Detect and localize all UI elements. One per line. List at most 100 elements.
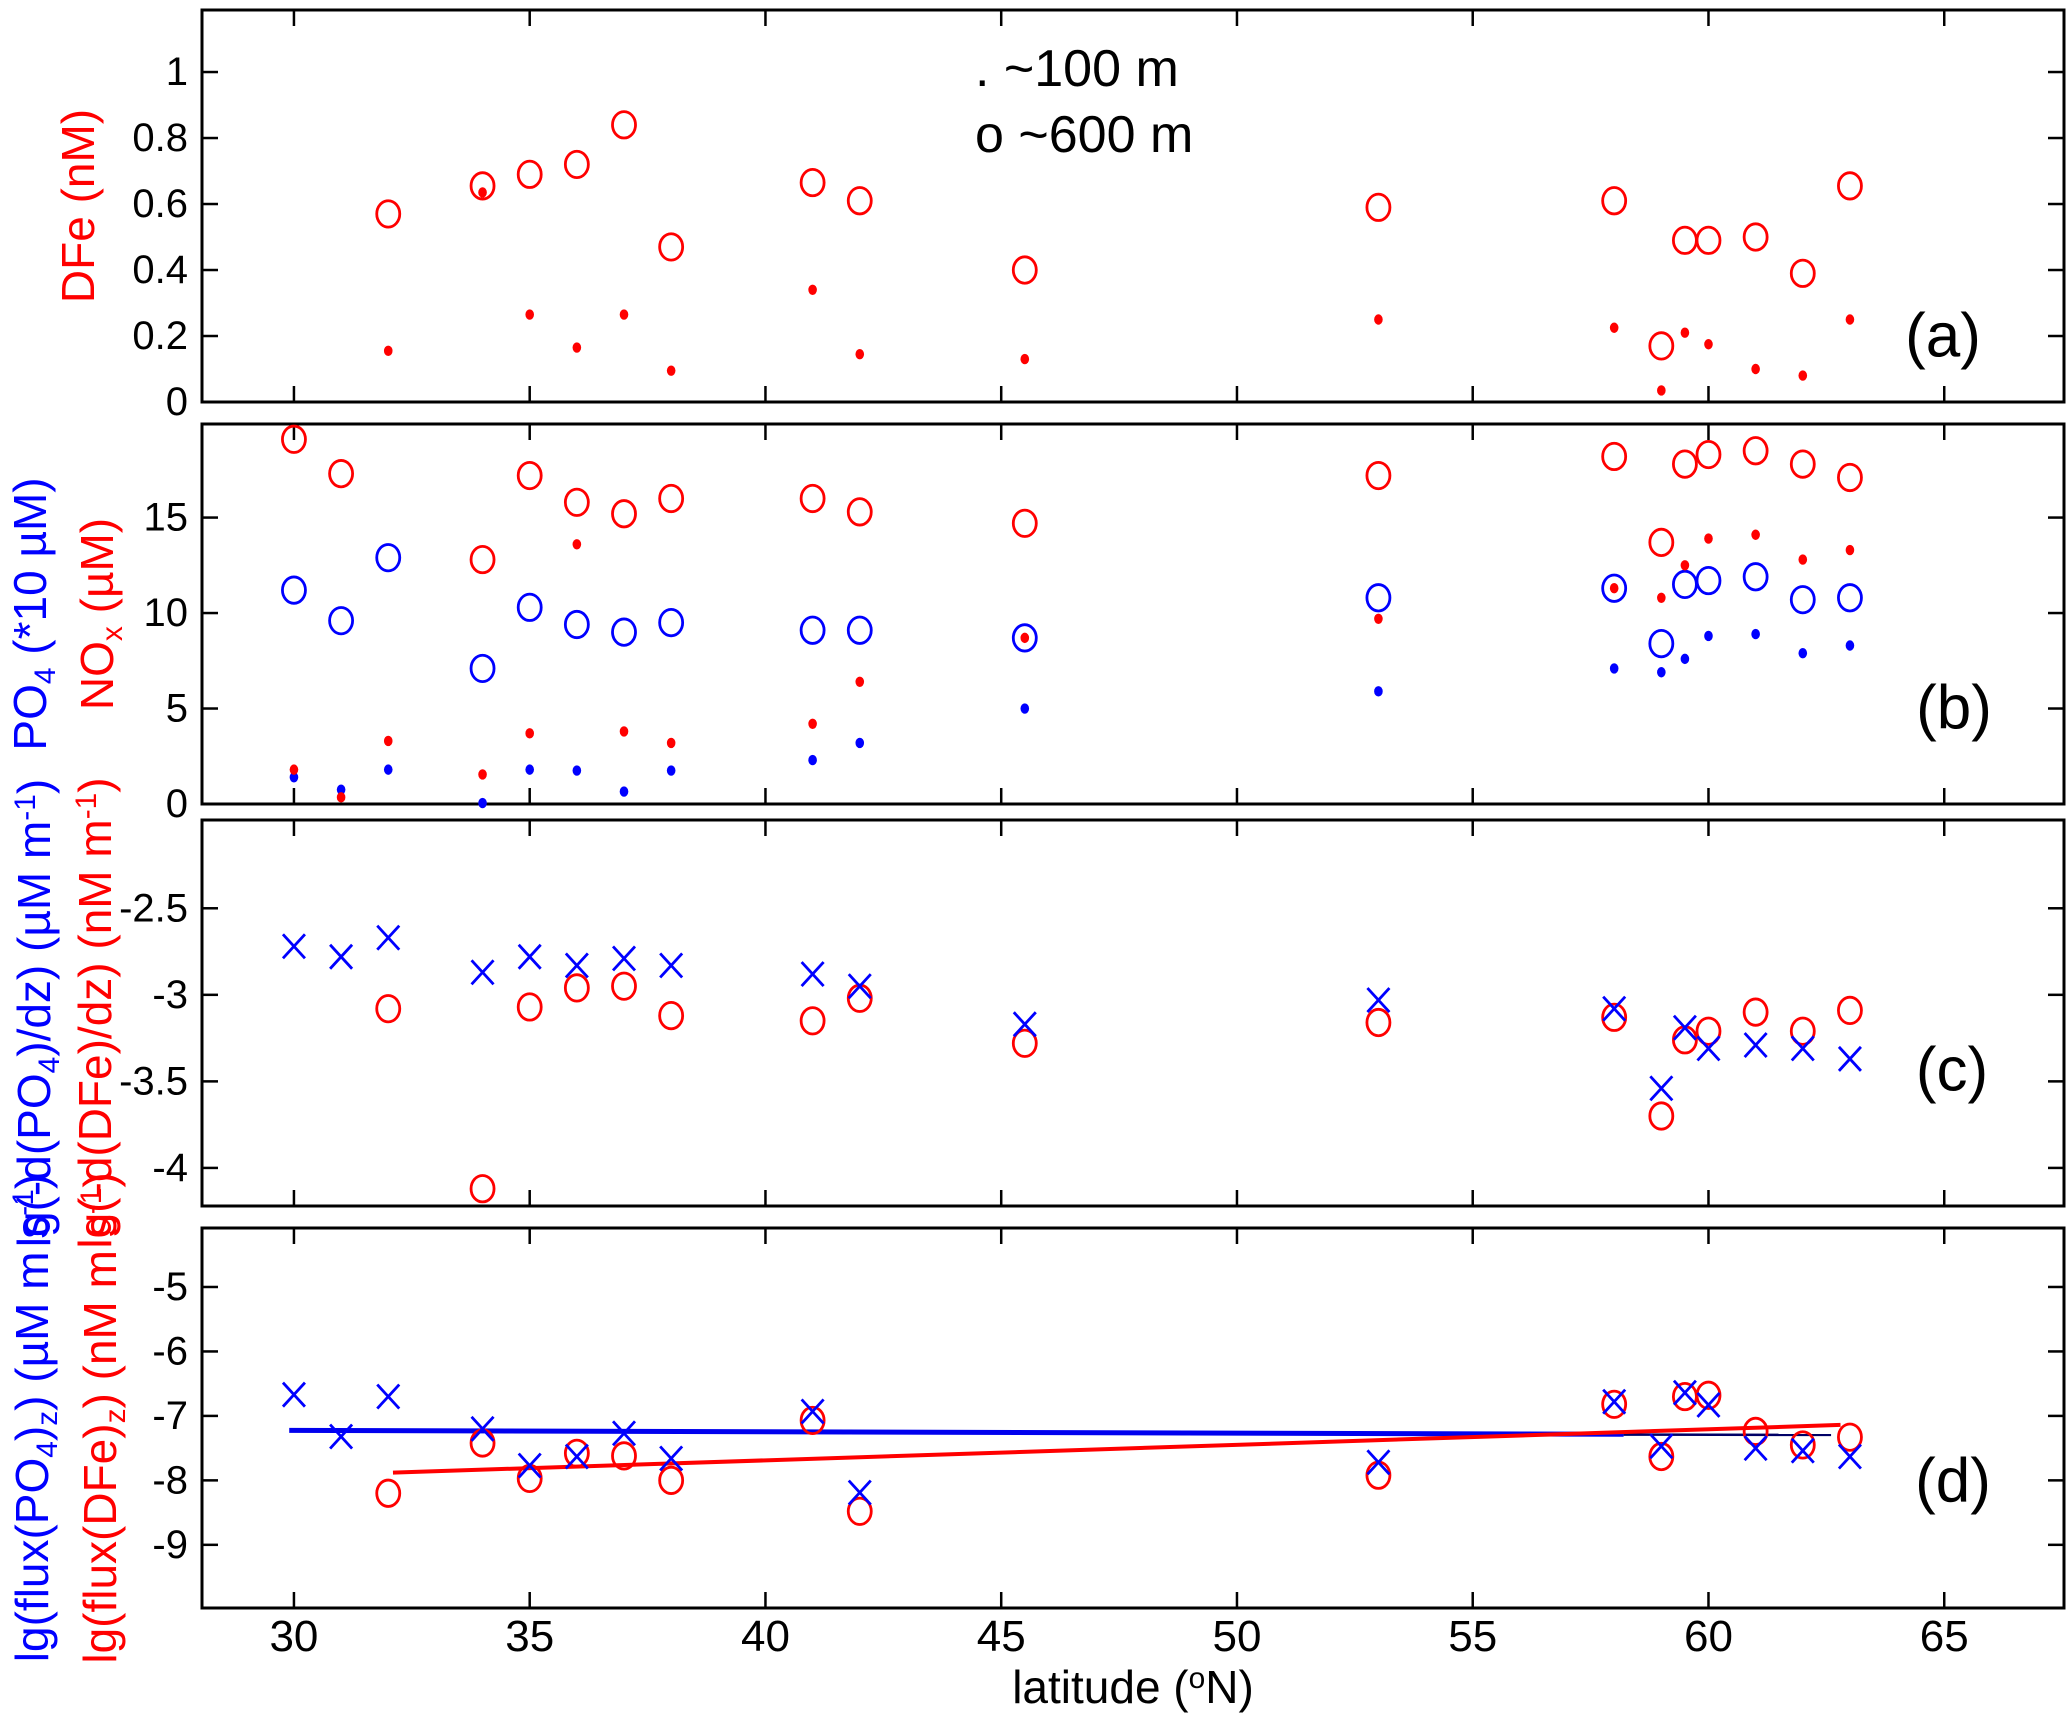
marker-circle — [328, 459, 354, 489]
y-tick-label: -4 — [152, 1146, 188, 1190]
marker-circle — [1672, 1381, 1698, 1412]
marker-circle — [563, 487, 590, 517]
marker-x — [564, 952, 589, 979]
label-segment: ) — [6, 1173, 59, 1190]
marker-circle — [1011, 623, 1038, 653]
marker-circle — [611, 971, 637, 1001]
label-segment: -1 — [75, 1187, 109, 1215]
legend-100m: . ~100 m — [975, 40, 1179, 98]
marker-circle — [1648, 331, 1675, 361]
marker-circle — [1695, 225, 1722, 255]
label-segment: 4 — [30, 1441, 64, 1458]
label-segment: -1 — [7, 1189, 41, 1216]
series — [375, 110, 1863, 361]
marker-x — [847, 1479, 872, 1506]
marker-circle — [799, 483, 826, 514]
marker-circle — [1672, 1025, 1698, 1055]
series — [281, 424, 1863, 575]
ylabel-dfe: DFe (nM) — [51, 109, 105, 303]
panel-c: -2.5 -3 -3.5 -4 — [119, 818, 2066, 1208]
marker-dot — [666, 365, 676, 376]
marker-dot — [1704, 339, 1713, 350]
marker-dot — [619, 309, 629, 320]
marker-circle — [516, 592, 543, 622]
marker-circle — [1789, 1016, 1816, 1046]
marker-circle — [611, 617, 637, 647]
marker-dot — [666, 765, 676, 776]
y-tick-label: -3 — [152, 973, 188, 1017]
marker-dot — [1020, 353, 1030, 365]
marker-circle — [375, 543, 402, 573]
label-segment: (µM) — [71, 517, 124, 627]
x-tick-label: 30 — [269, 1612, 318, 1661]
marker-circle — [1672, 449, 1698, 479]
marker-dot — [572, 342, 582, 353]
marker-circle — [1742, 222, 1769, 252]
marker-circle — [1789, 258, 1816, 288]
y-tick-label: 0 — [166, 380, 188, 424]
marker-dot — [1680, 653, 1690, 665]
marker-circle — [1365, 1460, 1392, 1490]
marker-circle — [469, 653, 496, 684]
label-segment: (*10 µM) — [4, 477, 57, 668]
marker-x — [1012, 1011, 1037, 1038]
series — [281, 1379, 1862, 1506]
marker-circle — [563, 1438, 590, 1468]
marker-circle — [846, 983, 873, 1013]
marker-x — [1602, 995, 1627, 1022]
marker-dot — [1704, 630, 1713, 642]
x-tick-label: 40 — [741, 1612, 790, 1661]
marker-circle — [1742, 997, 1769, 1027]
marker-dot — [1374, 613, 1383, 624]
y-tick-label: -9 — [152, 1523, 188, 1567]
marker-circle — [1011, 255, 1038, 285]
marker-x — [611, 945, 637, 972]
label-segment: z — [30, 1410, 64, 1426]
y-tick-label: 0.4 — [132, 248, 188, 292]
marker-x — [1696, 1035, 1721, 1062]
fit-line — [289, 1427, 1624, 1437]
axes-frame — [200, 1226, 2066, 1610]
marker-circle — [799, 615, 826, 645]
marker-circle — [563, 609, 590, 640]
marker-x — [281, 933, 306, 960]
marker-dot — [808, 718, 817, 729]
x-tick-label: 50 — [1212, 1612, 1261, 1661]
y-tick-label: 10 — [144, 591, 189, 635]
marker-dot — [572, 765, 582, 776]
marker-dot — [289, 764, 299, 775]
marker-circle — [375, 1478, 402, 1508]
marker-circle — [799, 1405, 826, 1436]
marker-dot — [1704, 533, 1713, 544]
marker-circle — [1601, 441, 1628, 472]
marker-circle — [1648, 1441, 1675, 1472]
y-tick-label: -2.5 — [119, 886, 188, 930]
marker-circle — [469, 171, 496, 201]
marker-circle — [1011, 1028, 1038, 1058]
y-tick-label: 0.2 — [132, 314, 188, 358]
label-segment: ) — [74, 1172, 127, 1188]
marker-x — [1790, 1437, 1815, 1464]
y-tick-label: -6 — [152, 1329, 188, 1373]
marker-dot — [478, 187, 487, 198]
label-segment: ) (µM m s — [6, 1215, 59, 1411]
marker-dot — [1657, 592, 1666, 603]
marker-circle — [846, 1496, 873, 1526]
marker-circle — [1742, 562, 1769, 592]
marker-circle — [1695, 565, 1722, 596]
marker-x — [847, 973, 872, 1000]
marker-circle — [1695, 1016, 1722, 1046]
marker-x — [376, 1383, 401, 1410]
marker-circle — [1601, 1389, 1628, 1419]
marker-circle — [1695, 439, 1722, 470]
marker-x — [1743, 1032, 1768, 1058]
marker-circle — [611, 110, 637, 140]
marker-circle — [658, 1000, 685, 1031]
ylabel-nox: NOx (µM) — [70, 518, 130, 710]
panel-d: -5 -6 -7 -8 -9 — [152, 1226, 2066, 1610]
marker-dot — [1751, 529, 1760, 540]
marker-circle — [281, 424, 307, 454]
marker-dot — [1374, 686, 1383, 697]
marker-dot — [666, 737, 676, 749]
